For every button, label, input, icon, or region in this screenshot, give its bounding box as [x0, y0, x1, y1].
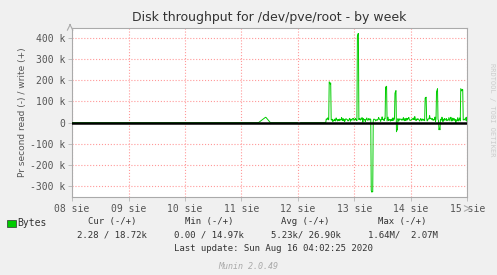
Text: 1.64M/  2.07M: 1.64M/ 2.07M [368, 231, 437, 240]
Text: Last update: Sun Aug 16 04:02:25 2020: Last update: Sun Aug 16 04:02:25 2020 [174, 244, 373, 253]
Text: Munin 2.0.49: Munin 2.0.49 [219, 262, 278, 271]
Text: RRDTOOL / TOBI OETIKER: RRDTOOL / TOBI OETIKER [489, 63, 495, 157]
Title: Disk throughput for /dev/pve/root - by week: Disk throughput for /dev/pve/root - by w… [132, 10, 407, 24]
Text: 5.23k/ 26.90k: 5.23k/ 26.90k [271, 231, 340, 240]
Text: Avg (-/+): Avg (-/+) [281, 217, 330, 226]
Text: 0.00 / 14.97k: 0.00 / 14.97k [174, 231, 244, 240]
Text: Bytes: Bytes [17, 218, 47, 228]
Text: Max (-/+): Max (-/+) [378, 217, 427, 226]
Text: Min (-/+): Min (-/+) [184, 217, 233, 226]
Y-axis label: Pr second read (-) / write (+): Pr second read (-) / write (+) [18, 47, 27, 177]
Text: Cur (-/+): Cur (-/+) [87, 217, 136, 226]
Text: 2.28 / 18.72k: 2.28 / 18.72k [77, 231, 147, 240]
